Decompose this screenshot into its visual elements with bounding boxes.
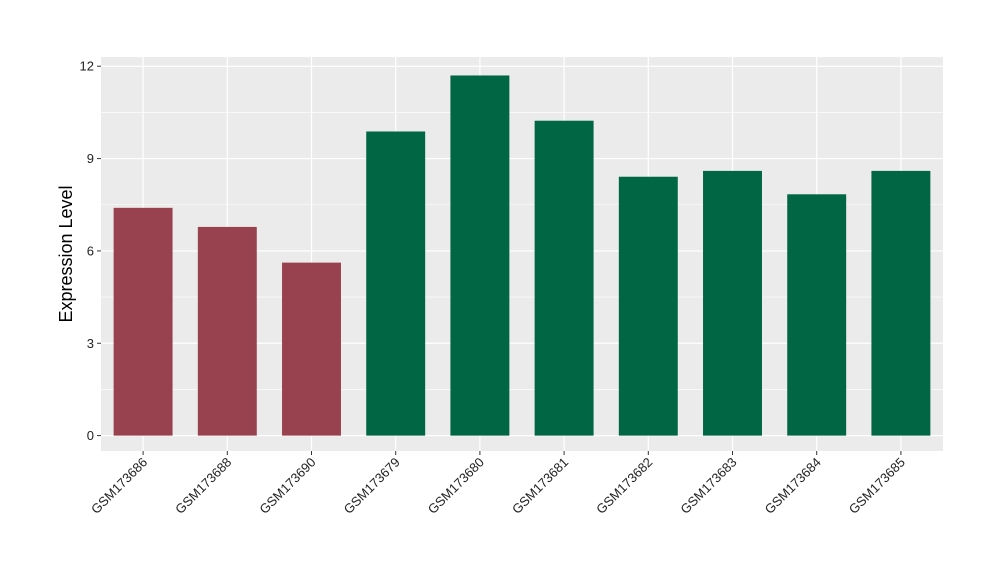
x-tick-label: GSM173690 [256,455,318,517]
bar-GSM173683 [703,170,762,436]
x-tick-label: GSM173688 [172,455,234,517]
x-tick-label: GSM173683 [677,455,739,517]
y-tick-label: 12 [80,59,94,74]
x-tick-label: GSM173681 [509,455,571,517]
bars [113,75,931,436]
bar-GSM173679 [366,131,426,436]
y-tick-label: 0 [87,428,94,443]
bar-GSM173685 [871,170,931,436]
x-tick-label: GSM173679 [341,455,403,517]
y-axis-title: Expression Level [56,185,76,322]
x-tick-label: GSM173684 [762,455,824,517]
bar-GSM173681 [534,120,594,436]
bar-GSM173688 [197,226,257,436]
x-tick-label: GSM173685 [846,455,908,517]
x-tick-label: GSM173680 [425,455,487,517]
bar-GSM173686 [113,207,173,436]
bar-GSM173690 [282,262,341,436]
y-tick-label: 3 [87,336,94,351]
y-axis: 0 3 6 9 12 [80,59,101,443]
y-tick-label: 6 [87,243,94,258]
x-axis: GSM173686 GSM173688 GSM173690 GSM173679 GSM1… [88,451,908,517]
x-tick-label: GSM173682 [593,455,655,517]
y-tick-label: 9 [87,151,94,166]
bar-GSM173684 [787,194,847,436]
x-tick-label: GSM173686 [88,455,150,517]
bar-GSM173682 [618,176,678,436]
bar-GSM173680 [450,75,510,436]
